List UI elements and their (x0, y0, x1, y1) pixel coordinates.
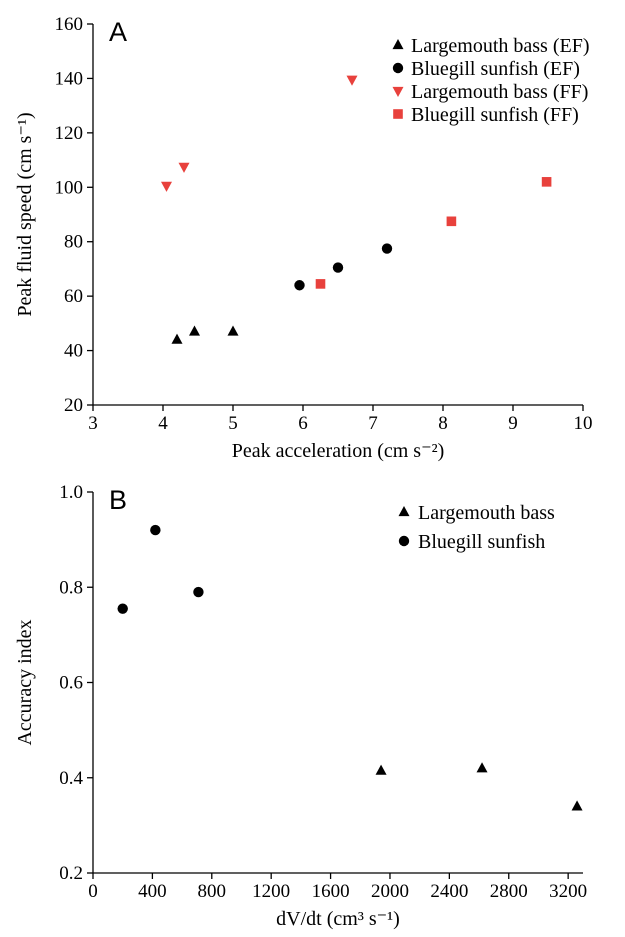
panel-label: A (109, 17, 127, 47)
data-point (117, 603, 128, 614)
legend-marker (392, 86, 404, 97)
data-point (178, 162, 190, 173)
y-tick-label: 0.6 (59, 673, 83, 694)
x-tick-label: 4 (158, 413, 168, 434)
x-axis-label: Peak acceleration (cm s⁻²) (232, 440, 445, 462)
x-tick-label: 1600 (312, 881, 350, 902)
chart-panel-a: 3 4 5 6 7 8 9 10 20 40 60 80 100 120 140 160 A Peak accel… (14, 14, 593, 462)
y-tick-label: 20 (64, 395, 83, 416)
data-point (227, 325, 239, 336)
legend-label: Largemouth bass (EF) (411, 35, 590, 57)
y-tick-label: 80 (64, 232, 83, 253)
x-axis-label: dV/dt (cm³ s⁻¹) (276, 908, 400, 930)
series-2 (161, 75, 358, 192)
series-1 (117, 524, 204, 614)
y-tick-label: 160 (55, 14, 84, 35)
y-tick-label: 100 (55, 177, 84, 198)
panel-label: B (109, 485, 127, 515)
x-tick-label: 10 (574, 413, 593, 434)
x-tick-label: 0 (88, 881, 98, 902)
y-tick-label: 0.2 (59, 863, 83, 884)
data-point (171, 333, 183, 344)
data-point (476, 762, 488, 773)
data-point (294, 280, 305, 291)
legend-label: Largemouth bass (418, 502, 555, 524)
chart-panel-b: 0 400 800 1200 1600 2000 2400 2800 3200 0.2 0.4 0.6… (14, 482, 587, 930)
data-point (541, 177, 552, 187)
legend: Largemouth bass (EF)Bluegill sunfish (EF… (392, 35, 590, 126)
y-tick-label: 40 (64, 341, 83, 362)
x-tick-label: 9 (508, 413, 518, 434)
x-tick-label: 5 (228, 413, 238, 434)
series-3 (315, 177, 552, 289)
data-point (375, 764, 387, 775)
x-tick-label: 3 (88, 413, 98, 434)
x-tick-label: 2800 (490, 881, 528, 902)
y-axis-label: Peak fluid speed (cm s⁻¹) (14, 112, 36, 316)
x-tick-label: 400 (138, 881, 167, 902)
x-tick-label: 6 (298, 413, 308, 434)
x-tick-label: 800 (198, 881, 227, 902)
data-point (161, 181, 172, 192)
legend: Largemouth bass Bluegill sunfish (398, 502, 555, 553)
data-point (193, 586, 204, 598)
data-point (381, 243, 393, 254)
x-tick-label: 2400 (430, 881, 468, 902)
legend-label: Bluegill sunfish (FF) (411, 104, 579, 126)
y-tick-label: 0.8 (59, 577, 83, 598)
y-tick-label: 60 (64, 286, 83, 307)
x-tick-label: 8 (438, 413, 448, 434)
data-point (315, 279, 326, 289)
y-tick-label: 140 (55, 68, 84, 89)
data-point (332, 262, 344, 273)
legend-marker (398, 506, 410, 517)
legend-marker (398, 535, 410, 547)
data-point (446, 216, 457, 227)
y-tick-label: 0.4 (59, 768, 83, 789)
data-point (189, 325, 200, 336)
legend-marker (393, 109, 403, 119)
x-tick-label: 2000 (371, 881, 409, 902)
data-point (150, 524, 161, 536)
y-axis-label: Accuracy index (14, 619, 36, 745)
x-tick-label: 1200 (252, 881, 290, 902)
legend-marker (392, 62, 404, 74)
legend-label: Largemouth bass (FF) (411, 81, 588, 103)
series-1 (294, 243, 393, 291)
x-tick-label: 3200 (549, 881, 587, 902)
x-tick-label: 7 (368, 413, 378, 434)
y-tick-label: 120 (55, 123, 84, 144)
data-point (571, 800, 583, 811)
series-0 (171, 325, 239, 344)
legend-marker (392, 39, 404, 50)
legend-label: Bluegill sunfish (418, 531, 545, 553)
series-0 (375, 762, 583, 811)
legend-label: Bluegill sunfish (EF) (411, 58, 580, 80)
data-point (346, 75, 358, 86)
y-tick-label: 1.0 (59, 482, 83, 503)
